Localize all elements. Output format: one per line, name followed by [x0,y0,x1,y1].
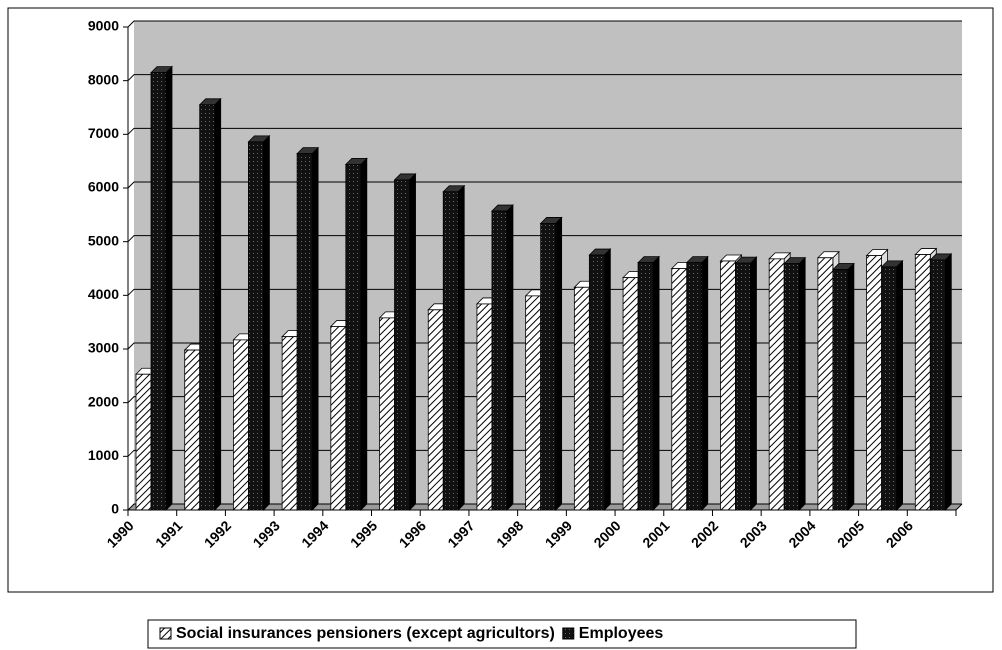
bar [150,65,173,511]
y-tick-label: 6000 [88,179,119,195]
bar [588,248,612,511]
grid-line [127,20,962,28]
y-tick-label: 8000 [88,71,119,87]
bar [539,216,563,511]
bar [490,204,514,511]
y-tick-label: 3000 [88,340,119,356]
grid-line [127,235,962,243]
legend-swatch [562,627,575,640]
bar [442,184,466,511]
grid-line [127,74,962,82]
bar [929,252,953,511]
bar [247,134,271,511]
bar [296,146,320,511]
legend-label: Employees [579,625,664,642]
bar [685,255,709,511]
y-tick-label: 1000 [88,447,119,463]
bar [831,262,855,511]
grid-line [127,181,962,189]
x-axis-depth [955,503,963,511]
y-tick-label: 4000 [88,286,119,302]
y-tick-label: 7000 [88,125,119,141]
bar [880,259,904,511]
bar [637,255,661,511]
y-tick-label: 0 [111,501,119,517]
y-tick-label: 2000 [88,393,119,409]
bar [344,157,368,511]
bar [393,172,417,511]
legend-box [147,619,857,649]
legend-swatch [159,627,172,640]
bar [734,256,758,511]
legend-label: Social insurances pensioners (except agr… [176,625,555,642]
y-tick-label: 5000 [88,232,119,248]
bar [198,97,222,511]
y-tick-label: 9000 [88,18,119,34]
bar [783,256,807,511]
grid-line [127,127,962,135]
